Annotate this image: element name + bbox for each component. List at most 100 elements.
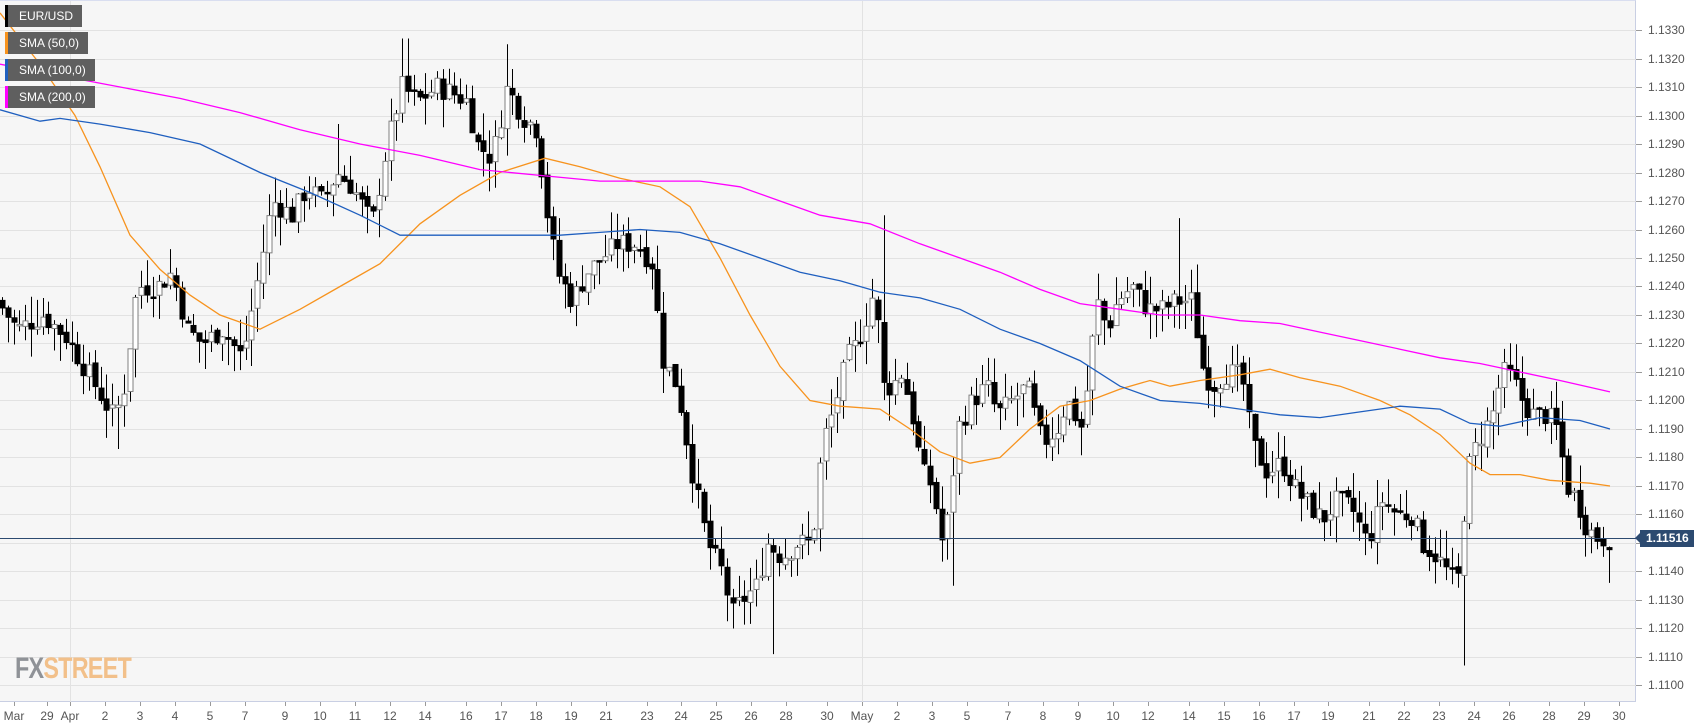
x-tick [1509, 702, 1510, 706]
y-tick-label: 1.1220 [1648, 335, 1685, 350]
candlestick-chart[interactable] [0, 1, 1636, 703]
x-tick-label: 5 [963, 709, 971, 723]
y-tick-label: 1.1300 [1648, 108, 1685, 123]
x-tick-label: 9 [281, 709, 289, 723]
y-tick-label: 1.1200 [1648, 392, 1685, 407]
y-tick [1636, 599, 1642, 601]
x-tick [1259, 702, 1260, 706]
x-tick-label: 26 [744, 709, 758, 723]
y-tick-label: 1.1140 [1648, 563, 1684, 578]
chart-plot-area[interactable] [0, 0, 1636, 703]
x-tick [1113, 702, 1114, 706]
x-tick [897, 702, 898, 706]
logo-street: STREET [43, 652, 131, 685]
x-tick-label: 10 [313, 709, 327, 723]
y-tick-label: 1.1170 [1648, 478, 1684, 493]
x-tick [536, 702, 537, 706]
x-tick [210, 702, 211, 706]
legend-eurusd[interactable]: EUR/USD [5, 5, 83, 27]
y-tick [1636, 513, 1642, 515]
x-tick-label: 14 [1182, 709, 1196, 723]
x-tick-label: 7 [1004, 709, 1012, 723]
x-tick [140, 702, 141, 706]
y-tick-label: 1.1120 [1648, 620, 1684, 635]
y-tick-label: 1.1290 [1648, 136, 1685, 151]
y-tick [1636, 285, 1642, 287]
x-tick [70, 702, 71, 706]
fxstreet-logo: FXSTREET [15, 652, 132, 686]
x-tick-label: Mar [3, 709, 25, 723]
legend-label: SMA (100,0) [19, 63, 86, 77]
y-tick-label: 1.1310 [1648, 79, 1685, 94]
x-tick-label: 16 [459, 709, 473, 723]
y-tick [1636, 627, 1642, 629]
y-tick [1636, 399, 1642, 401]
x-tick [1439, 702, 1440, 706]
x-tick-label: 17 [1287, 709, 1301, 723]
x-tick-label: 15 [1217, 709, 1231, 723]
x-tick [1619, 702, 1620, 706]
y-tick [1636, 684, 1642, 686]
y-tick [1636, 257, 1642, 259]
x-tick-label: 3 [928, 709, 936, 723]
x-tick [751, 702, 752, 706]
x-tick [681, 702, 682, 706]
x-tick [571, 702, 572, 706]
logo-fx: FX [15, 652, 44, 685]
x-tick-label: 26 [1502, 709, 1516, 723]
legend-sma-200[interactable]: SMA (200,0) [5, 86, 95, 108]
legend-sma-100[interactable]: SMA (100,0) [5, 59, 95, 81]
x-tick-label: 17 [494, 709, 508, 723]
x-tick-label: 9 [1074, 709, 1082, 723]
x-tick-label: 12 [1141, 709, 1155, 723]
x-tick [1584, 702, 1585, 706]
x-tick [967, 702, 968, 706]
y-tick-label: 1.1110 [1648, 649, 1683, 664]
y-tick [1636, 428, 1642, 430]
y-tick-label: 1.1210 [1648, 364, 1685, 379]
x-tick [1043, 702, 1044, 706]
x-tick [355, 702, 356, 706]
x-tick-label: 24 [674, 709, 688, 723]
x-tick-label: 22 [1397, 709, 1411, 723]
y-tick-label: 1.1130 [1648, 592, 1684, 607]
x-tick [1224, 702, 1225, 706]
x-tick [1078, 702, 1079, 706]
y-tick [1636, 371, 1642, 373]
candles [0, 38, 1613, 666]
x-tick-label: 23 [640, 709, 654, 723]
x-tick-label: 21 [1362, 709, 1376, 723]
x-tick [1148, 702, 1149, 706]
y-tick-label: 1.1160 [1648, 506, 1684, 521]
y-tick [1636, 86, 1642, 88]
legend-swatch-sma-100 [5, 59, 8, 81]
x-tick-label: Apr [60, 709, 80, 723]
x-tick-label: 3 [136, 709, 144, 723]
x-tick-label: 23 [1432, 709, 1446, 723]
x-tick [932, 702, 933, 706]
x-tick-label: 30 [820, 709, 834, 723]
x-tick-label: 11 [348, 709, 362, 723]
y-tick-label: 1.1320 [1648, 51, 1685, 66]
y-tick-label: 1.1190 [1648, 421, 1684, 436]
x-tick [105, 702, 106, 706]
x-tick [1328, 702, 1329, 706]
y-tick [1636, 229, 1642, 231]
x-tick [14, 702, 15, 706]
y-tick-label: 1.1280 [1648, 165, 1685, 180]
x-tick [245, 702, 246, 706]
x-tick-label: 2 [893, 709, 901, 723]
legend-sma-50[interactable]: SMA (50,0) [5, 32, 89, 54]
y-tick-label: 1.1240 [1648, 278, 1685, 293]
current-price-badge: 1.11516 [1635, 529, 1694, 547]
x-tick [827, 702, 828, 706]
x-tick [716, 702, 717, 706]
x-tick-label: 14 [418, 709, 432, 723]
x-tick-label: 4 [171, 709, 179, 723]
y-tick [1636, 143, 1642, 145]
x-tick [175, 702, 176, 706]
x-tick-label: 28 [779, 709, 793, 723]
y-tick [1636, 656, 1642, 658]
x-tick [285, 702, 286, 706]
x-tick-label: 10 [1106, 709, 1120, 723]
